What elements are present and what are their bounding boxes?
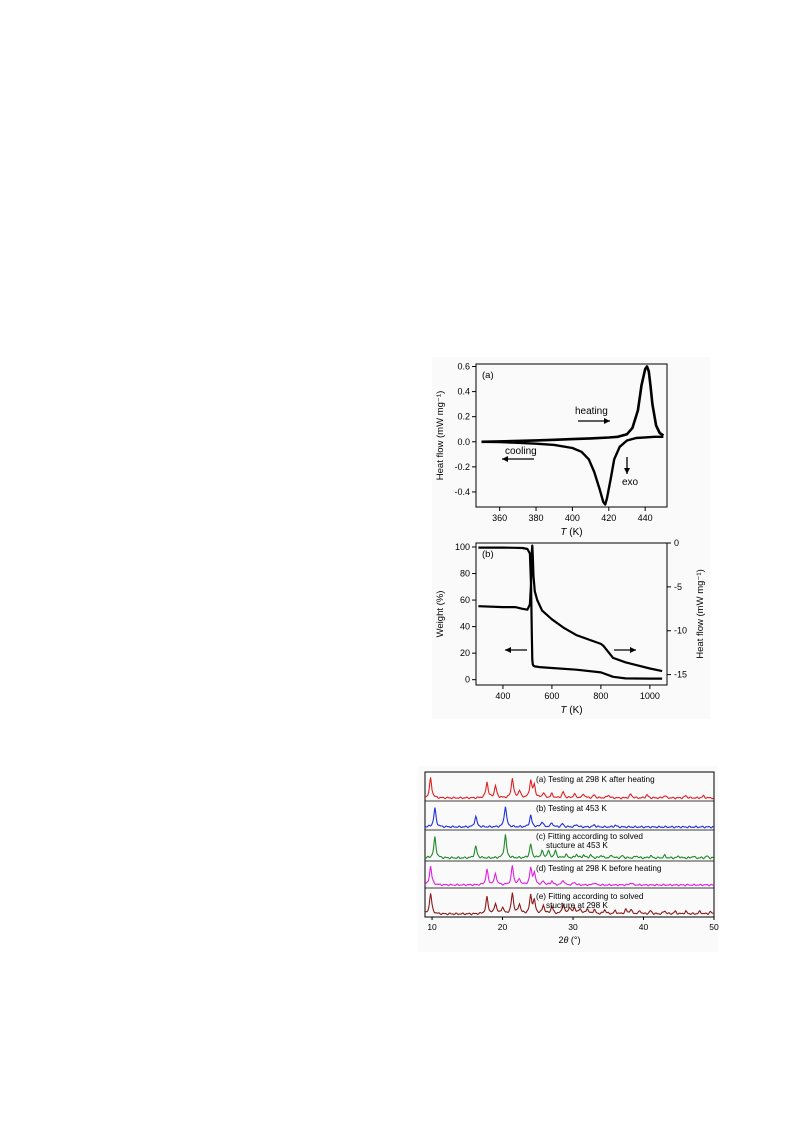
x-axis-label-a: T (K): [560, 527, 582, 538]
pxrd-series-label: (e) Fitting according to solved stucture …: [536, 892, 644, 910]
x-tick-label-b: 400: [495, 691, 510, 701]
x-tick-label-pxrd: 50: [709, 922, 719, 932]
pxrd-series-line: [424, 777, 714, 800]
x-tick-label-a: 400: [565, 513, 580, 523]
plot-frame-b: [475, 542, 668, 686]
panel-label-a: (a): [482, 370, 494, 381]
pxrd-series-line: [424, 865, 714, 887]
y-axis-label-a: Heat flow (mW mg⁻¹): [435, 391, 446, 480]
x-tick-label-pxrd: 10: [427, 922, 437, 932]
x-tick-label-a: 440: [638, 513, 653, 523]
y-tick-label-b: 40: [460, 622, 470, 632]
y2-tick-label-b: -10: [674, 626, 687, 636]
arrow-to-heat-flow-axis-head: [630, 647, 636, 653]
x-tick-label-b: 1000: [640, 691, 660, 701]
y-axis-label-b: Weight (%): [435, 591, 446, 638]
x-tick-label-a: 380: [529, 513, 544, 523]
plot-frame-a: [475, 363, 668, 508]
y2-tick-label-b: -15: [674, 670, 687, 680]
x-tick-label-a: 420: [601, 513, 616, 523]
pxrd-series-label: (a) Testing at 298 K after heating: [536, 775, 655, 784]
y-tick-label-b: 0: [465, 675, 470, 685]
y-tick-label-b: 80: [460, 569, 470, 579]
x-tick-label-b: 800: [593, 691, 608, 701]
arrow-exo-head: [624, 468, 630, 474]
pxrd-series-label: (b) Testing at 453 K: [536, 804, 607, 813]
figure-background-dsc: [432, 357, 710, 719]
pxrd-series-label: (d) Testing at 298 K before heating: [536, 864, 662, 873]
arrow-to-weight-axis-head: [505, 647, 511, 653]
annotation-cooling: cooling: [505, 446, 537, 457]
x-tick-label-b: 600: [544, 691, 559, 701]
y-tick-label-a: 0.4: [457, 387, 470, 397]
y-tick-label-a: 0.6: [457, 362, 470, 372]
x-tick-label-pxrd: 40: [639, 922, 649, 932]
y-tick-label-a: 0.2: [457, 412, 470, 422]
series-line-heat-flow: [478, 544, 663, 673]
y-tick-label-a: 0.0: [457, 437, 470, 447]
pxrd-series-label: (c) Fitting according to solved stucture …: [536, 832, 643, 850]
x-axis-label-pxrd: 2θ (°): [559, 935, 581, 945]
y-tick-label-b: 100: [455, 542, 470, 552]
x-tick-label-a: 360: [492, 513, 507, 523]
pxrd-series-line: [424, 806, 714, 829]
series-line-weight: [478, 546, 663, 680]
pxrd-series-line: [424, 834, 714, 860]
arrow-heating-head: [604, 418, 610, 424]
x-tick-label-pxrd: 20: [498, 922, 508, 932]
plot-frame-pxrd: [424, 771, 715, 918]
arrow-cooling-head: [502, 456, 508, 462]
series-line-heating: [481, 365, 665, 444]
annotation-exo: exo: [622, 477, 639, 488]
y2-tick-label-b: -5: [674, 582, 682, 592]
annotation-heating: heating: [575, 406, 608, 417]
x-tick-label-pxrd: 30: [568, 922, 578, 932]
pxrd-series-line: [424, 892, 714, 916]
y-tick-label-b: 60: [460, 595, 470, 605]
y-tick-label-a: -0.2: [454, 462, 470, 472]
series-line-cooling: [481, 435, 664, 506]
y2-axis-label-b: Heat flow (mW mg⁻¹): [695, 569, 706, 658]
y2-tick-label-b: 0: [674, 538, 679, 548]
y-tick-label-b: 20: [460, 648, 470, 658]
y-tick-label-a: -0.4: [454, 487, 470, 497]
panel-label-b: (b): [482, 549, 494, 560]
x-axis-label-b: T (K): [560, 705, 582, 716]
